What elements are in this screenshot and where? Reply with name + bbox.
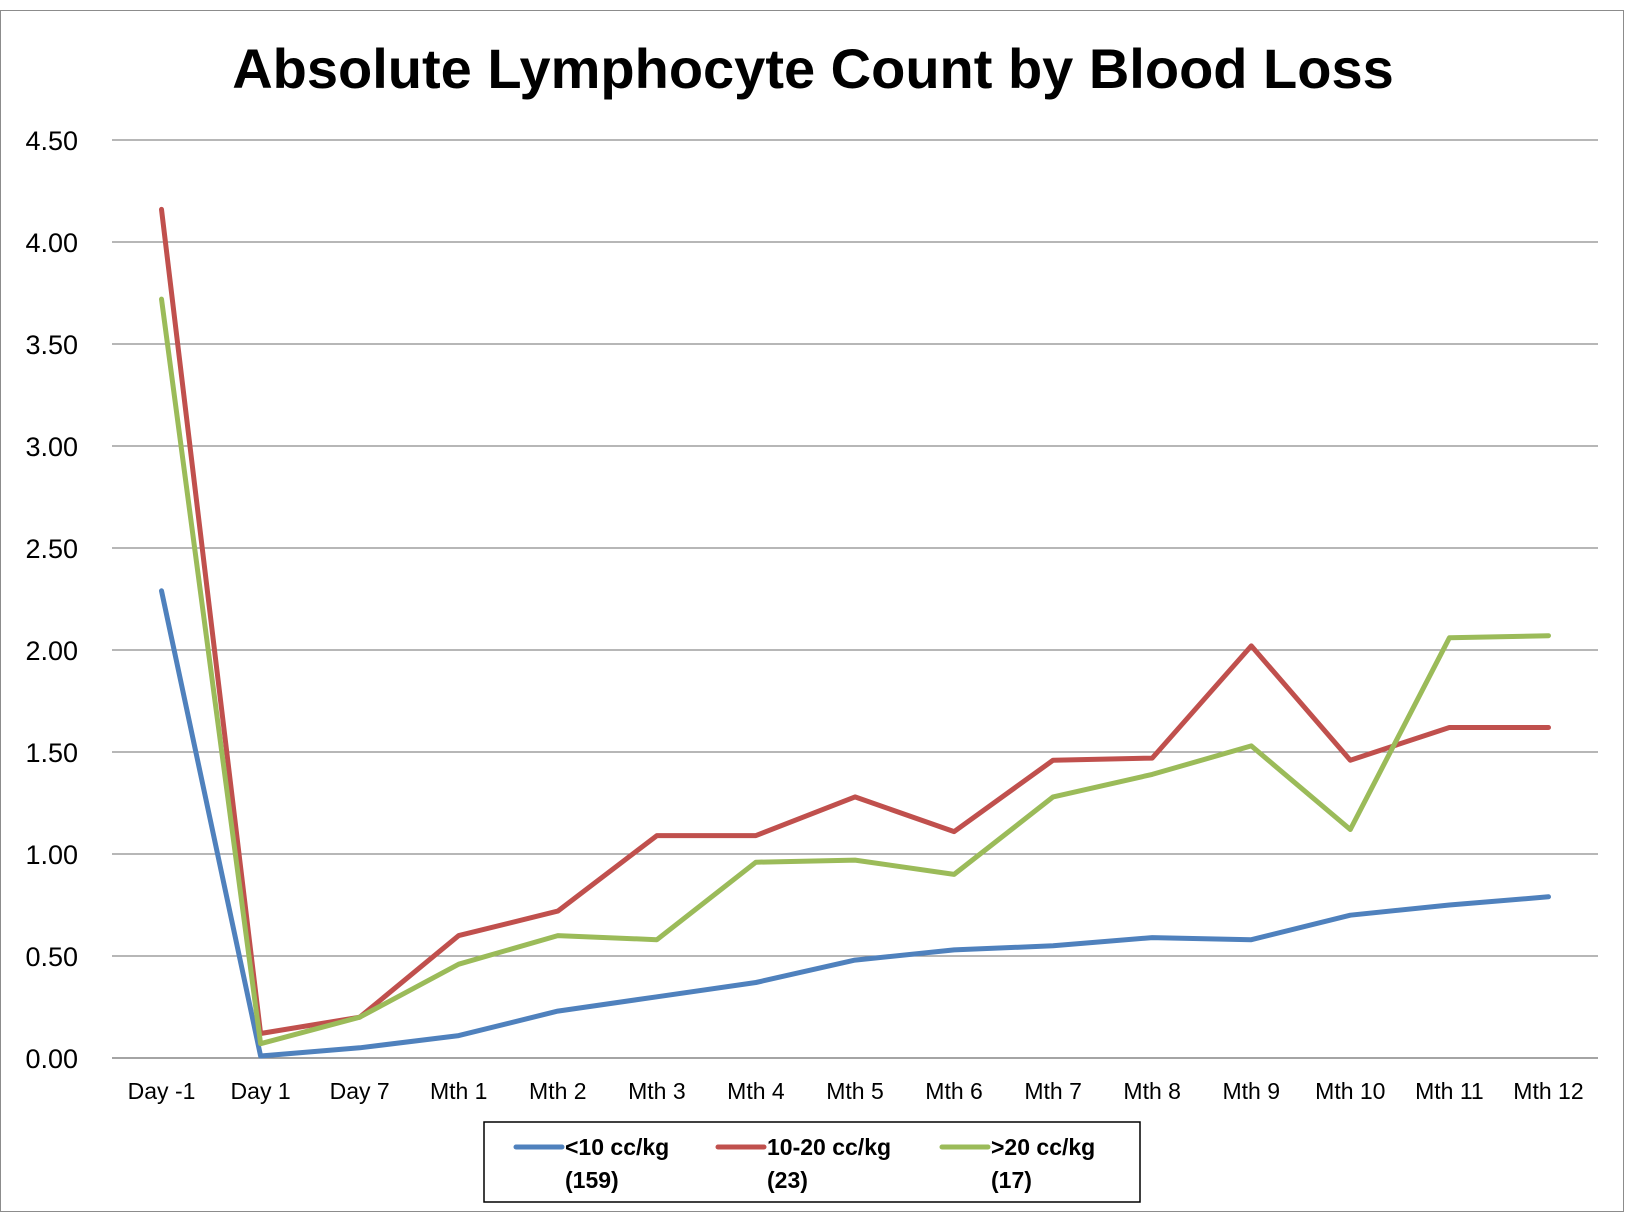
x-tick-label: Mth 6 <box>925 1078 983 1104</box>
x-tick-label: Mth 7 <box>1024 1078 1082 1104</box>
legend: <10 cc/kg (159) 10-20 cc/kg (23) >20 cc/kg (1… <box>483 1121 1141 1203</box>
x-tick-label: Day 7 <box>330 1078 390 1104</box>
x-tick-label: Mth 3 <box>628 1078 686 1104</box>
legend-count: (159) <box>565 1167 619 1193</box>
y-tick-label: 1.00 <box>25 840 78 870</box>
y-tick-label: 2.00 <box>25 636 78 666</box>
x-tick-label: Mth 5 <box>826 1078 884 1104</box>
x-tick-label: Mth 1 <box>430 1078 488 1104</box>
legend-label: >20 cc/kg <box>991 1134 1095 1160</box>
x-tick-label: Mth 4 <box>727 1078 785 1104</box>
series-lines <box>159 206 1551 1059</box>
chart-title: Absolute Lymphocyte Count by Blood Loss <box>232 37 1394 100</box>
y-tick-label: 3.50 <box>25 330 78 360</box>
y-tick-label: 3.00 <box>25 432 78 462</box>
y-tick-label: 2.50 <box>25 534 78 564</box>
x-tick-label: Day 1 <box>231 1078 291 1104</box>
legend-label: <10 cc/kg <box>565 1134 669 1160</box>
x-tick-label: Mth 2 <box>529 1078 587 1104</box>
legend-label: 10-20 cc/kg <box>767 1134 891 1160</box>
y-axis-tick-labels: 0.00 0.50 1.00 1.50 2.00 2.50 3.00 3.50 4.00 4.50 <box>25 126 78 1074</box>
y-tick-label: 0.00 <box>25 1044 78 1074</box>
x-tick-label: Mth 9 <box>1223 1078 1281 1104</box>
gridlines <box>112 139 1598 1059</box>
series-line-3 <box>159 296 1551 1047</box>
legend-box <box>483 1121 1141 1203</box>
x-tick-label: Mth 8 <box>1123 1078 1181 1104</box>
x-tick-label: Day -1 <box>128 1078 196 1104</box>
series-line-1 <box>159 588 1551 1059</box>
legend-count: (23) <box>767 1167 808 1193</box>
legend-count: (17) <box>991 1167 1032 1193</box>
y-tick-label: 4.00 <box>25 228 78 258</box>
y-tick-label: 1.50 <box>25 738 78 768</box>
x-tick-label: Mth 11 <box>1415 1078 1484 1104</box>
x-axis-tick-labels: Day -1 Day 1 Day 7 Mth 1 Mth 2 Mth 3 Mth 4 Mth … <box>128 1078 1584 1104</box>
y-tick-label: 0.50 <box>25 942 78 972</box>
x-tick-label: Mth 10 <box>1315 1078 1385 1104</box>
series-line-2 <box>159 206 1551 1036</box>
x-tick-label: Mth 12 <box>1513 1078 1583 1104</box>
y-tick-label: 4.50 <box>25 126 78 156</box>
chart-frame <box>0 10 1624 1212</box>
